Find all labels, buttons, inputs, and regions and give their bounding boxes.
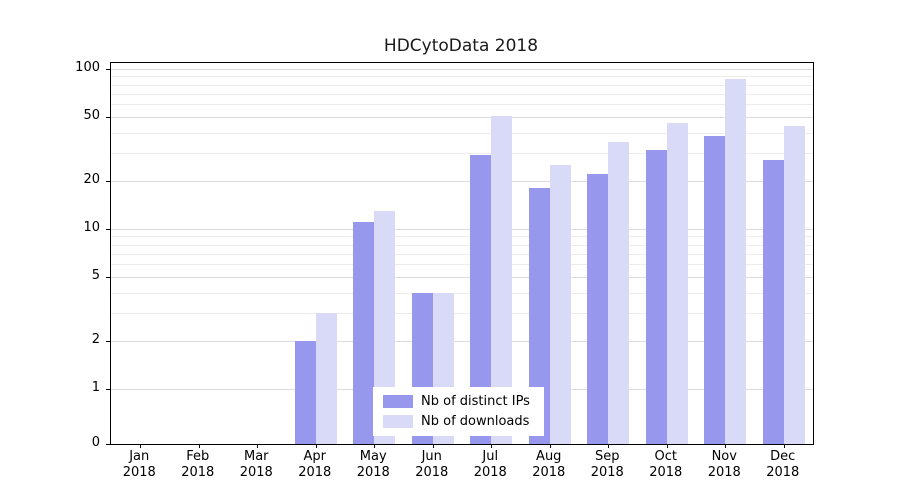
x-tick-mark <box>140 444 142 448</box>
y-tick-mark <box>106 389 110 390</box>
y-tick-mark <box>106 340 110 342</box>
x-tick-label: Jan 2018 <box>122 449 156 480</box>
y-tick-mark <box>106 180 110 182</box>
gridline <box>111 236 813 238</box>
x-tick-mark <box>725 444 727 448</box>
gridline <box>111 84 813 86</box>
x-tick-mark <box>374 444 376 448</box>
gridline <box>111 180 813 182</box>
plot-area: Nb of distinct IPs Nb of downloads <box>106 62 814 448</box>
x-tick-mark <box>491 444 493 448</box>
x-tick-label: Oct 2018 <box>649 449 683 480</box>
x-axis: Jan 2018 Feb 2018 Mar 2018 Apr 2018 May 2018 Jun 20… <box>110 449 812 489</box>
bar-distinct-ips <box>528 188 550 444</box>
gridline <box>111 104 813 106</box>
bar-distinct-ips <box>587 174 609 444</box>
y-tick-label: 20 <box>83 171 100 187</box>
bar-distinct-ips <box>470 155 492 444</box>
bar-downloads <box>783 126 805 444</box>
legend-item-downloads: Nb of downloads <box>383 414 530 429</box>
gridline <box>111 277 813 279</box>
bar-distinct-ips <box>762 159 784 444</box>
x-tick-mark <box>608 444 610 448</box>
x-tick-label: Jun 2018 <box>415 449 449 480</box>
gridline <box>111 132 813 134</box>
legend-item-distinct-ips: Nb of distinct IPs <box>383 394 530 409</box>
y-tick-label: 2 <box>91 331 100 347</box>
x-tick-label: Jul 2018 <box>473 449 507 480</box>
x-tick-mark <box>315 444 317 448</box>
y-tick-label: 1 <box>91 380 100 395</box>
gridline <box>111 264 813 266</box>
bar-downloads <box>725 78 747 444</box>
legend-swatch-downloads <box>383 415 413 428</box>
x-tick-mark <box>783 444 785 448</box>
legend-label-distinct-ips: Nb of distinct IPs <box>421 394 530 409</box>
bar-distinct-ips <box>645 150 667 444</box>
y-tick-mark <box>106 117 110 119</box>
gridline <box>111 229 813 230</box>
gridline <box>111 340 813 342</box>
bar-downloads <box>666 122 688 444</box>
x-tick-mark <box>666 444 668 448</box>
y-tick-mark <box>106 444 110 445</box>
chart-title: HDCytoData 2018 <box>383 36 539 56</box>
bar-downloads <box>608 141 630 444</box>
gridline <box>111 292 813 294</box>
gridline <box>111 76 813 78</box>
y-tick-mark <box>106 229 110 230</box>
bar-distinct-ips <box>294 340 316 444</box>
legend: Nb of distinct IPs Nb of downloads <box>373 387 544 436</box>
x-tick-label: Sep 2018 <box>590 449 624 480</box>
y-tick-label: 5 <box>91 268 100 284</box>
bar-downloads <box>549 165 571 444</box>
bar-distinct-ips <box>353 222 375 444</box>
x-tick-label: Dec 2018 <box>766 449 800 480</box>
legend-label-downloads: Nb of downloads <box>421 414 530 429</box>
gridline <box>111 253 813 255</box>
gridline <box>111 93 813 95</box>
y-tick-mark <box>106 277 110 279</box>
y-tick-mark <box>106 69 110 70</box>
y-tick-label: 50 <box>83 108 100 124</box>
y-axis: 0 1 2 5 10 20 50 100 <box>0 60 100 450</box>
x-tick-mark <box>549 444 551 448</box>
x-tick-label: Feb 2018 <box>181 449 215 480</box>
y-tick-label: 0 <box>91 435 100 450</box>
y-tick-label: 100 <box>75 60 100 75</box>
gridline <box>111 117 813 119</box>
y-tick-label: 10 <box>83 220 100 235</box>
x-tick-label: Nov 2018 <box>707 449 741 480</box>
x-tick-label: Apr 2018 <box>298 449 332 480</box>
x-tick-mark <box>432 444 434 448</box>
x-tick-label: May 2018 <box>356 449 390 480</box>
bar-downloads <box>315 312 337 444</box>
x-tick-mark <box>198 444 200 448</box>
gridline <box>111 152 813 154</box>
gridline <box>111 69 813 70</box>
x-tick-label: Aug 2018 <box>532 449 566 480</box>
x-tick-label: Mar 2018 <box>239 449 273 480</box>
bar-downloads <box>491 115 513 444</box>
gridline <box>111 244 813 246</box>
bar-distinct-ips <box>704 136 726 444</box>
x-tick-mark <box>257 444 259 448</box>
gridline <box>111 312 813 314</box>
bar-downloads <box>374 210 396 444</box>
legend-swatch-distinct-ips <box>383 395 413 408</box>
